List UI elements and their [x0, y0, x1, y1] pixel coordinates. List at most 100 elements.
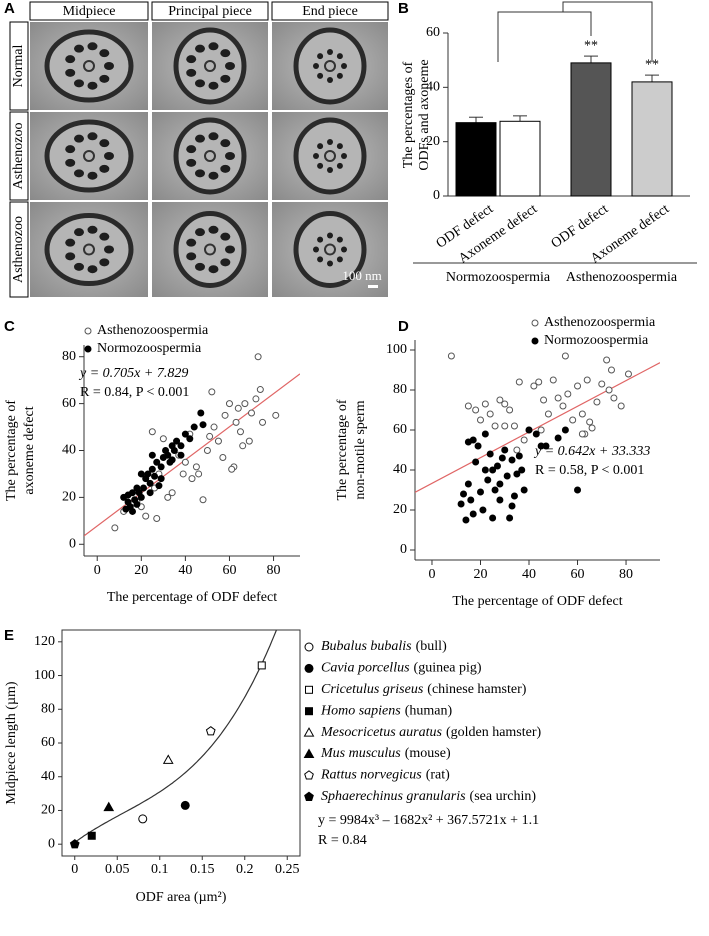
x-tick-label: 0.05: [105, 862, 130, 877]
bar: [631, 81, 673, 197]
fiber: [65, 145, 76, 154]
point: [256, 386, 264, 394]
point: [472, 458, 480, 466]
fiber: [225, 245, 235, 254]
point: [469, 436, 477, 444]
fiber: [87, 42, 98, 51]
row-label: Normal: [11, 45, 26, 88]
x-tick-label: 20: [134, 563, 148, 578]
panel-d: D 0 20 40 60 80 100 0 20 40 60 80 The percentage of …: [335, 315, 660, 609]
fit-equation: y = 0.705x + 7.829: [78, 366, 188, 381]
scale-bar: [368, 285, 378, 288]
y-tick-label: 60: [393, 422, 407, 437]
point: [464, 480, 472, 488]
point: [457, 500, 465, 508]
fiber: [317, 143, 324, 150]
fiber: [313, 63, 319, 69]
point: [248, 409, 256, 417]
fiber: [99, 232, 110, 241]
panel-label: E: [4, 627, 14, 644]
x-tick-label: 40: [178, 563, 192, 578]
bracket: [497, 11, 592, 62]
panel-e: E 0 20 40 60 80 100 120 0 0.05 0.1 0.15 0.2 0.25 ODF a…: [4, 627, 542, 905]
point: [210, 423, 218, 431]
point: [228, 465, 236, 473]
legend-label: Rattus norvegicus: [320, 768, 422, 783]
fiber: [87, 225, 98, 234]
point: [128, 489, 136, 497]
x-tick-label: 60: [571, 567, 585, 582]
fiber: [327, 167, 333, 173]
x-tick-label: 20: [473, 567, 487, 582]
y-tick-label: 80: [62, 349, 76, 364]
fiber: [99, 49, 110, 58]
point: [501, 422, 509, 430]
point: [225, 400, 233, 408]
fiber: [195, 169, 205, 178]
point: [203, 447, 211, 454]
legend-common-name: (golden hamster): [446, 725, 542, 740]
central-pair: [204, 150, 216, 162]
x-tick-label: 0.2: [236, 862, 254, 877]
point: [232, 418, 240, 426]
point: [503, 472, 511, 480]
point: [508, 456, 516, 464]
column-header: Principal piece: [168, 4, 252, 19]
point: [462, 516, 470, 524]
point: [530, 382, 538, 390]
fiber: [195, 79, 205, 88]
point: [467, 496, 475, 504]
column-header: End piece: [302, 4, 358, 19]
fiber: [327, 49, 333, 55]
fiber: [208, 81, 219, 90]
point: [486, 450, 494, 458]
point: [146, 489, 154, 497]
fiber: [104, 152, 114, 160]
point: [447, 352, 455, 360]
y-axis-title: Midpiece length (µm): [4, 681, 19, 804]
legend-common-name: (sea urchin): [470, 789, 537, 804]
point: [159, 435, 167, 443]
point: [164, 493, 172, 501]
fiber: [336, 72, 343, 79]
significance-label: **: [584, 38, 598, 53]
point: [583, 376, 591, 384]
central-pair: [83, 243, 95, 256]
fiber: [336, 53, 343, 60]
point: [569, 416, 577, 424]
point: [221, 411, 229, 419]
fiber: [317, 72, 324, 79]
group-label: Normozoospermia: [446, 270, 551, 285]
point: [574, 382, 582, 390]
point: [241, 400, 249, 408]
point: [164, 451, 172, 459]
y-tick-label: 0: [400, 542, 407, 557]
point: [574, 486, 582, 494]
point: [481, 466, 489, 474]
fit-line: [84, 373, 300, 537]
point: [537, 426, 545, 434]
fiber: [65, 55, 76, 64]
point: [510, 492, 518, 500]
point: [501, 446, 509, 454]
y-tick-label: 40: [62, 443, 76, 458]
fiber: [208, 132, 219, 141]
x-tick-label: 0.1: [151, 862, 169, 877]
point: [464, 402, 472, 410]
y-tick-label: 40: [426, 80, 440, 95]
legend-marker: [303, 727, 315, 737]
point: [170, 447, 178, 454]
point: [157, 463, 165, 471]
central-pair: [324, 150, 336, 162]
point: [559, 402, 567, 410]
fiber: [99, 258, 110, 267]
point: [188, 475, 196, 483]
row-label: Asthenozoo: [11, 123, 26, 190]
legend-common-name: (bull): [416, 639, 447, 654]
fiber: [336, 143, 343, 150]
central-pair: [204, 60, 216, 72]
x-tick-label: 40: [522, 567, 536, 582]
fiber: [317, 53, 324, 60]
point: [205, 726, 216, 736]
point: [190, 423, 198, 431]
